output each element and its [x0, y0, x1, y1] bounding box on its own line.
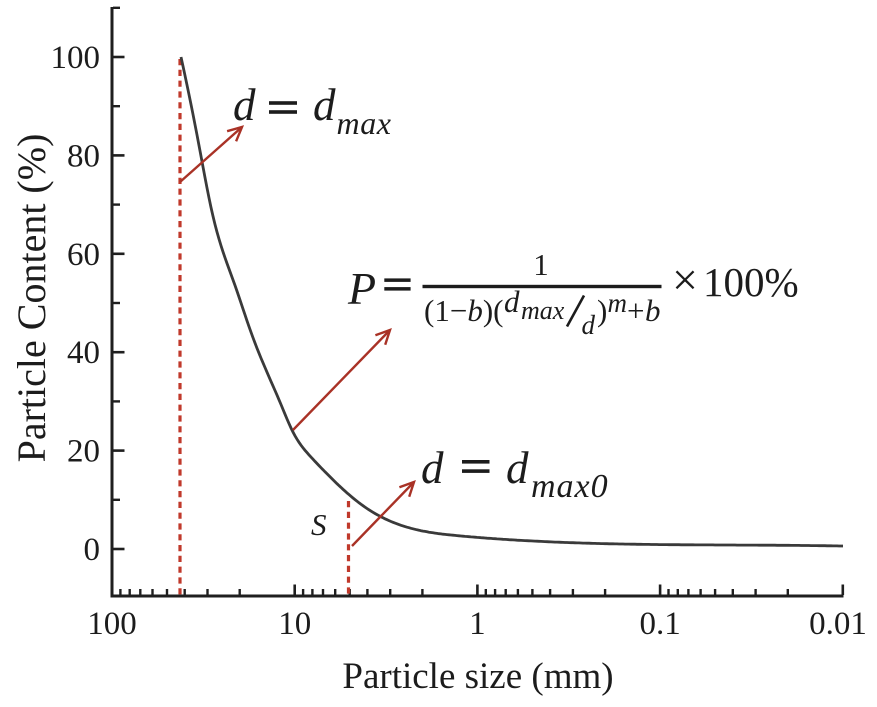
svg-text:100: 100	[51, 40, 101, 76]
svg-text:(1−b)(: (1−b)(	[424, 293, 503, 328]
svg-text:P: P	[347, 263, 376, 314]
svg-text:max: max	[337, 105, 392, 141]
svg-text:Particle Content (%): Particle Content (%)	[9, 134, 54, 463]
svg-text:0.01: 0.01	[809, 606, 867, 642]
svg-text:Particle size (mm): Particle size (mm)	[342, 656, 613, 697]
svg-text:d: d	[582, 310, 596, 340]
svg-text:×: ×	[672, 254, 698, 305]
svg-text:S: S	[311, 507, 327, 542]
svg-text:20: 20	[67, 434, 100, 470]
svg-text:40: 40	[67, 335, 100, 371]
svg-text:0: 0	[84, 532, 101, 568]
svg-text:60: 60	[67, 237, 100, 273]
svg-text:100%: 100%	[703, 259, 799, 305]
svg-text:80: 80	[67, 138, 100, 174]
svg-text:b: b	[645, 293, 661, 328]
svg-text:max: max	[521, 296, 565, 325]
svg-text:d: d	[506, 443, 529, 493]
svg-text:100: 100	[87, 606, 137, 642]
svg-text:1: 1	[533, 247, 549, 282]
svg-text:0.1: 0.1	[639, 606, 680, 642]
svg-text:1: 1	[469, 606, 486, 642]
svg-text:): )	[597, 293, 607, 328]
svg-text:d: d	[421, 443, 444, 493]
svg-text:d: d	[504, 284, 520, 319]
svg-text:d: d	[233, 80, 256, 130]
svg-text:d: d	[313, 80, 336, 130]
svg-text:max0: max0	[531, 468, 609, 505]
svg-text:m: m	[608, 288, 628, 318]
svg-text:10: 10	[278, 606, 311, 642]
svg-text:+: +	[627, 293, 644, 328]
